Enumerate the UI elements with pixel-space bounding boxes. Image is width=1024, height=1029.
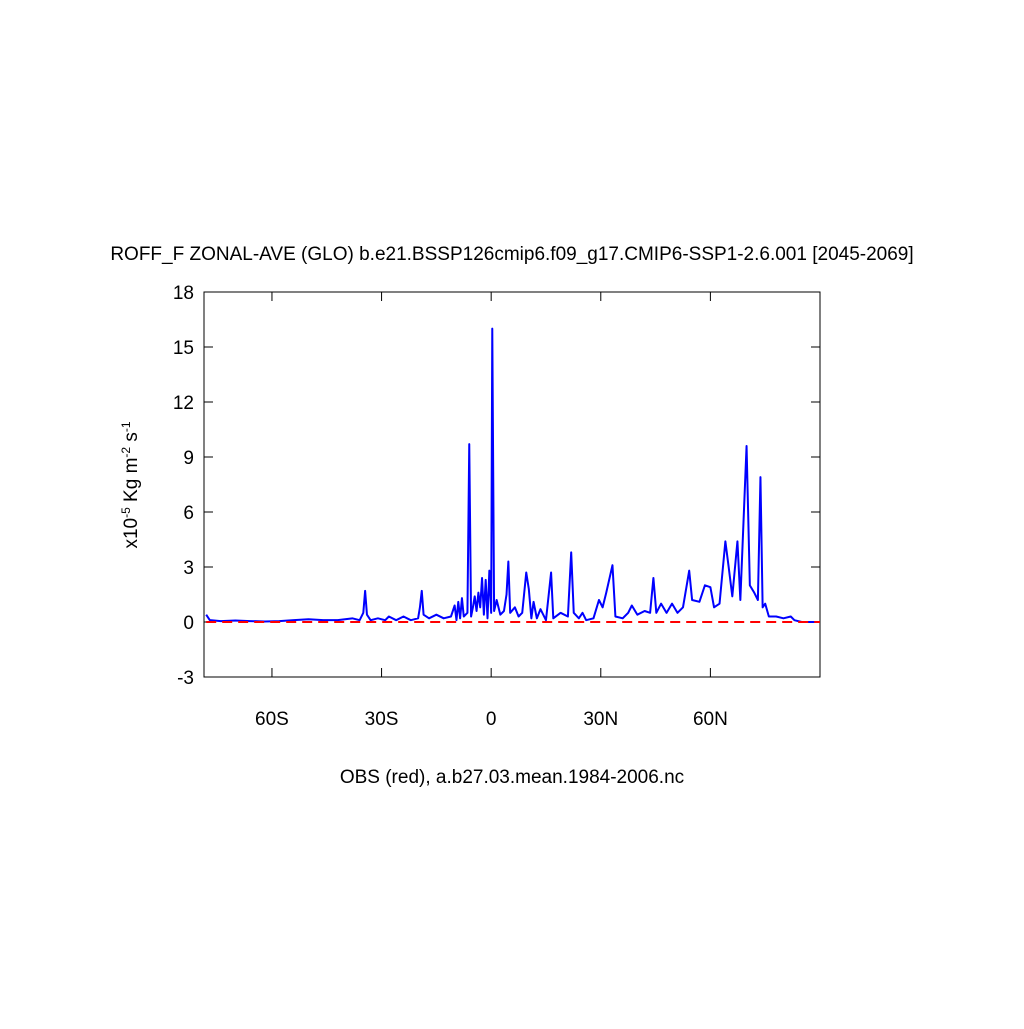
y-axis-label-part: x10: [121, 518, 142, 549]
y-tick-label: 3: [183, 558, 194, 579]
y-tick-label: 12: [173, 393, 194, 414]
y-tick-label: 9: [183, 448, 194, 469]
x-tick-label: 60S: [255, 709, 289, 730]
y-axis-label-part: -5: [119, 507, 133, 518]
x-axis-label: OBS (red), a.b27.03.mean.1984-2006.nc: [340, 767, 684, 788]
chart-title: ROFF_F ZONAL-AVE (GLO) b.e21.BSSP126cmip…: [110, 244, 913, 265]
y-tick-label: -3: [177, 668, 194, 689]
plot-frame: [203, 291, 821, 678]
y-axis-label: x10-5 Kg m-2 s-1: [119, 421, 142, 548]
data-line: [205, 327, 820, 623]
x-tick-label: 0: [486, 709, 497, 730]
y-axis-label-part: s: [121, 432, 142, 447]
x-tick-label: 60N: [693, 709, 728, 730]
y-axis-label-part: -2: [119, 447, 133, 458]
x-tick-label: 30N: [583, 709, 618, 730]
y-axis-label-part: Kg m: [121, 458, 142, 508]
y-tick-label: 15: [173, 338, 194, 359]
y-axis-label-part: -1: [119, 421, 133, 432]
y-tick-label: 18: [173, 283, 194, 304]
y-tick-label: 6: [183, 503, 194, 524]
y-tick-label: 0: [183, 613, 194, 634]
x-tick-label: 30S: [365, 709, 399, 730]
